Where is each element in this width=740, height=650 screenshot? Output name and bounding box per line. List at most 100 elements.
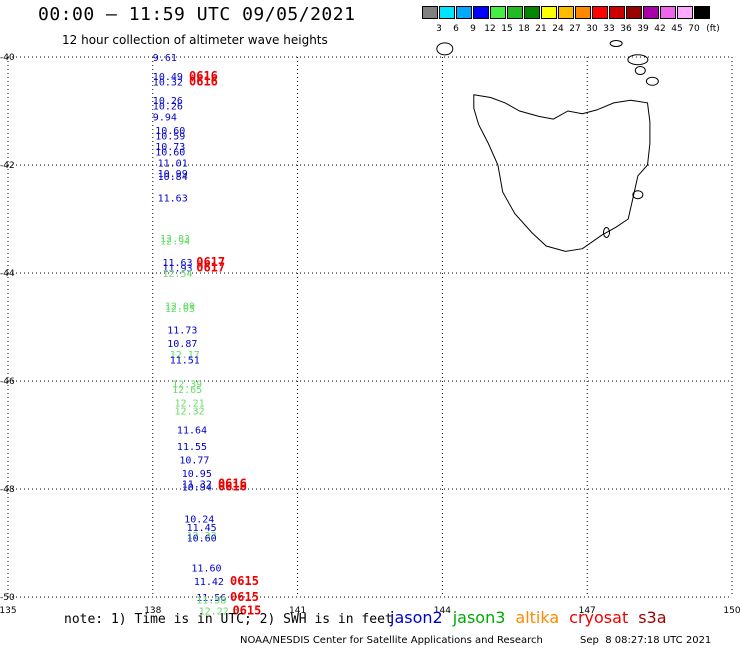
wave-height-label: 12.94 xyxy=(160,237,190,248)
lon-tick-label: 138 xyxy=(144,606,161,616)
colorbar-tick-label: 9 xyxy=(470,24,476,34)
wave-height-label: 9.94 xyxy=(153,112,177,123)
colorbar-tick-label: 33 xyxy=(603,24,615,34)
island-outline xyxy=(436,42,454,56)
lat-tick-label: -42 xyxy=(0,161,15,171)
colorbar-swatch xyxy=(677,6,693,19)
wave-height-label: 10.84 xyxy=(158,172,188,183)
wave-height-label: 12.32 xyxy=(175,407,205,418)
observation-time-label: 0616 xyxy=(189,69,218,83)
colorbar-swatch xyxy=(456,6,472,19)
wave-height-label: 11.01 xyxy=(158,158,188,169)
colorbar-tick-label: 42 xyxy=(654,24,666,34)
wave-height-label: 12.22 xyxy=(199,607,229,618)
wave-height-label: 9.61 xyxy=(153,53,177,64)
lon-tick-label: 144 xyxy=(434,606,451,616)
wave-height-label: 11.55 xyxy=(177,442,207,453)
colorbar-tick-label: 36 xyxy=(620,24,632,34)
legend-item-altika: altika xyxy=(515,608,560,627)
colorbar-tick-label: 18 xyxy=(518,24,530,34)
wave-height-label: 10.32 xyxy=(153,77,183,88)
legend-item-cryosat: cryosat xyxy=(569,608,629,627)
lon-tick-label: 141 xyxy=(289,606,306,616)
wave-height-label: 11.32 xyxy=(182,480,212,491)
colorbar-tick-label: 30 xyxy=(586,24,598,34)
wave-height-label: 10.60 xyxy=(187,534,217,545)
colorbar-swatch xyxy=(541,6,557,19)
colorbar-swatch xyxy=(473,6,489,19)
wave-height-label: 12.05 xyxy=(165,304,195,315)
lon-tick-label: 147 xyxy=(579,606,596,616)
wave-height-label: 11.93 xyxy=(162,264,192,275)
colorbar-swatch xyxy=(660,6,676,19)
map-subtitle: 12 hour collection of altimeter wave hei… xyxy=(62,33,328,47)
wave-height-label: 10.60 xyxy=(155,148,185,159)
wave-height-label: 12.21 xyxy=(175,399,205,410)
wave-height-label: 10.26 xyxy=(153,96,183,107)
island-outline xyxy=(632,190,644,200)
wave-height-label: 10.59 xyxy=(155,131,185,142)
wave-height-label: 11.73 xyxy=(167,326,197,337)
wave-height-label: 12.33 xyxy=(187,531,217,542)
wave-height-label: 10.73 xyxy=(155,142,185,153)
colorbar-swatch xyxy=(439,6,455,19)
observation-time-label: 0616 xyxy=(218,477,247,491)
colorbar-tick-label: 45 xyxy=(671,24,683,34)
wave-height-label: 12.54 xyxy=(162,269,192,280)
colorbar-swatch xyxy=(626,6,642,19)
credit-text: NOAA/NESDIS Center for Satellite Applica… xyxy=(240,635,543,646)
wave-height-label: 11.63 xyxy=(158,193,188,204)
island-outline xyxy=(609,40,623,47)
island-outline xyxy=(634,66,646,75)
satellite-legend: jason2 jason3 altika cryosat s3a xyxy=(390,608,677,627)
observation-time-label: 0615 xyxy=(230,574,259,588)
wave-height-label: 12.83 xyxy=(160,234,190,245)
colorbar-swatch xyxy=(422,6,438,19)
tasmania-coastline xyxy=(473,94,651,252)
lat-tick-label: -46 xyxy=(0,377,15,387)
wave-height-label: 11.63 xyxy=(162,258,192,269)
colorbar-tick-label: 24 xyxy=(552,24,564,34)
lat-tick-label: -40 xyxy=(0,53,15,63)
wave-height-label: 10.24 xyxy=(184,515,214,526)
wave-height-label: 10.95 xyxy=(182,469,212,480)
island-outline xyxy=(603,227,611,238)
observation-time-label: 0616 xyxy=(218,479,247,493)
credit-timestamp: Sep 8 08:27:18 UTC 2021 xyxy=(580,635,712,646)
wave-height-label: 12.17 xyxy=(170,350,200,361)
colorbar-tick-label: 39 xyxy=(637,24,649,34)
wave-height-label: 10.94 xyxy=(182,482,212,493)
wave-height-label: 10.87 xyxy=(167,339,197,350)
wave-height-label: 11.58 xyxy=(196,596,226,607)
colorbar-swatch xyxy=(694,6,710,19)
colorbar-swatch xyxy=(609,6,625,19)
wave-height-label: 11.51 xyxy=(170,355,200,366)
wave-height-label: 12.65 xyxy=(172,385,202,396)
legend-item-s3a: s3a xyxy=(638,608,667,627)
footer-note: note: 1) Time is in UTC; 2) SWH is in fe… xyxy=(64,612,393,627)
observation-time-label: 0617 xyxy=(196,261,225,275)
colorbar-swatch xyxy=(524,6,540,19)
wave-height-label: 11.64 xyxy=(177,426,207,437)
observation-time-label: 0615 xyxy=(232,604,261,618)
colorbar-unit-label: (ft) xyxy=(706,24,720,34)
lat-tick-label: -44 xyxy=(0,269,15,279)
island-outline xyxy=(627,54,649,66)
colorbar-tick-label: 15 xyxy=(501,24,513,34)
wave-height-label: 11.45 xyxy=(187,523,217,534)
colorbar-swatch xyxy=(643,6,659,19)
lat-tick-label: -50 xyxy=(0,593,15,603)
wave-height-label: 10.99 xyxy=(158,169,188,180)
wave-height-label: 10.26 xyxy=(153,102,183,113)
colorbar-swatch xyxy=(558,6,574,19)
wave-height-label: 12.09 xyxy=(165,301,195,312)
observation-time-label: 0616 xyxy=(189,74,218,88)
colorbar-tick-label: 70 xyxy=(688,24,700,34)
legend-item-jason2: jason2 xyxy=(390,608,443,627)
wave-height-label: 11.60 xyxy=(191,563,221,574)
colorbar-swatch xyxy=(592,6,608,19)
colorbar-tick-label: 12 xyxy=(484,24,496,34)
wave-height-label: 10.77 xyxy=(179,455,209,466)
colorbar-swatch xyxy=(575,6,591,19)
